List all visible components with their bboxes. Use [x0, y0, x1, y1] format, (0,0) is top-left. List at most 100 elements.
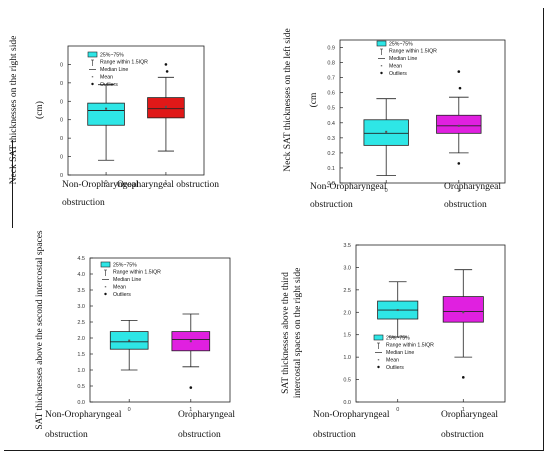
y-tick-label: 0.0: [77, 400, 85, 406]
y-tick-label: 1.5: [343, 333, 351, 339]
legend-outlier-swatch: [377, 365, 380, 369]
chart-0: [67, 45, 205, 176]
category-label: Oropharyngeal: [178, 410, 235, 420]
y-tick-label: 0.6: [327, 91, 335, 97]
legend-outliers-label: Outliers: [100, 82, 118, 88]
y-tick-label: 0: [60, 118, 63, 124]
y-tick-label: 1.0: [77, 368, 85, 374]
frame-rule-bottom: [4, 450, 544, 451]
outlier-point: [458, 86, 462, 90]
y-axis-title: (cm): [34, 101, 45, 119]
y-tick-label: 0.1: [327, 166, 335, 172]
legend-outliers-label: Outliers: [113, 292, 131, 298]
category-label: obstruction: [441, 430, 484, 440]
y-tick-label: 2.5: [343, 288, 351, 294]
outlier-point: [165, 70, 169, 73]
mean-marker: [189, 340, 192, 343]
legend: [376, 40, 387, 75]
legend-range-label: Range within 1.5IQR: [386, 343, 434, 349]
y-tick-label: 0.7: [327, 76, 335, 82]
y-axis-title: (cm: [308, 92, 319, 107]
mean-marker: [164, 105, 167, 108]
y-tick-label: 3.5: [343, 243, 351, 249]
y-tick-label: 0: [60, 99, 63, 105]
y-tick-label: 0: [60, 62, 63, 68]
y-tick-label: 0.0: [343, 400, 351, 406]
category-label: Non-Oropharyngeal: [310, 182, 387, 192]
y-axis-title: SAT thicknesses above the second interco…: [35, 230, 45, 430]
mean-marker: [385, 130, 388, 133]
legend: [100, 261, 111, 296]
legend-mean-label: Mean: [113, 285, 126, 291]
y-tick-label: 0.2: [327, 151, 335, 157]
y-tick-label: 0.5: [327, 106, 335, 112]
outlier-point: [164, 63, 168, 66]
y-axis-title: intercostal spaces on the right side: [293, 268, 303, 399]
legend-mean-swatch: [377, 359, 380, 361]
y-tick-label: 2.0: [77, 336, 85, 342]
y-tick-label: 0: [60, 81, 63, 87]
y-tick-label: 1.5: [77, 352, 85, 358]
legend-outlier-swatch: [380, 71, 383, 75]
y-tick-label: 0: [60, 136, 63, 142]
legend-mean-label: Mean: [100, 75, 113, 81]
x-tick-label: 1: [189, 407, 192, 413]
x-tick-label: 1: [164, 180, 167, 186]
legend-box-label: 25%~75%: [100, 53, 124, 59]
legend: [87, 51, 98, 86]
y-tick-label: 3.5: [77, 288, 85, 294]
legend-mean-swatch: [104, 286, 107, 288]
category-label: Non-Oropharyngeal: [62, 180, 139, 190]
chart-1: [339, 39, 506, 184]
legend-mean-swatch: [91, 76, 94, 78]
legend-outlier-swatch: [104, 292, 107, 296]
y-tick-label: 2.0: [343, 310, 351, 316]
chart-3: [355, 244, 506, 403]
legend-range-label: Range within 1.5IQR: [100, 60, 148, 66]
x-tick-label: 1: [457, 188, 460, 194]
legend-box-swatch: [376, 40, 387, 47]
y-tick-label: 0.5: [343, 378, 351, 384]
legend-box-swatch: [373, 334, 384, 341]
legend-box-swatch: [100, 261, 111, 268]
category-label: Non-Oropharyngeal: [313, 410, 390, 420]
legend-outliers-label: Outliers: [389, 71, 407, 77]
x-tick-label: 0: [396, 407, 399, 413]
category-label: obstruction: [310, 200, 353, 210]
outlier-point: [461, 376, 465, 379]
plot-frame: [67, 45, 205, 176]
y-axis-title: Neck SAT thicknesses on the left side: [282, 28, 293, 171]
box-iqr: [87, 102, 125, 126]
plot-frame: [89, 257, 231, 403]
legend-mean-swatch: [380, 65, 383, 67]
y-axis-title: SAT thicknesses above the third: [281, 272, 291, 394]
category-label: Oropharyngeal: [444, 182, 501, 192]
legend-range-label: Range within 1.5IQR: [113, 270, 161, 276]
legend-median-label: Median Line: [100, 67, 128, 73]
legend-mean-label: Mean: [386, 358, 399, 364]
box-iqr: [442, 296, 484, 323]
y-tick-label: 0.5: [77, 384, 85, 390]
category-label: obstruction: [62, 198, 105, 208]
legend-median-label: Median Line: [113, 277, 141, 283]
legend-median-label: Median Line: [389, 56, 417, 62]
y-tick-label: 0.8: [327, 61, 335, 67]
category-label: obstruction: [313, 430, 356, 440]
box-iqr: [436, 114, 482, 134]
y-tick-label: 2.5: [77, 320, 85, 326]
y-axis-title: Neck SAT thicknesses on the right side: [9, 36, 19, 185]
legend-box-swatch: [87, 51, 98, 58]
plot-frame: [339, 39, 506, 184]
y-tick-label: 0: [60, 155, 63, 161]
outlier-point: [457, 70, 461, 73]
x-tick-label: 1: [462, 407, 465, 413]
x-tick-label: 0: [385, 188, 388, 194]
mean-marker: [105, 107, 108, 110]
legend-median-label: Median Line: [386, 350, 414, 356]
mean-marker: [396, 309, 399, 312]
y-tick-label: 4.0: [77, 272, 85, 278]
category-label: obstruction: [178, 430, 221, 440]
x-tick-label: 0: [105, 180, 108, 186]
mean-marker: [128, 339, 131, 342]
